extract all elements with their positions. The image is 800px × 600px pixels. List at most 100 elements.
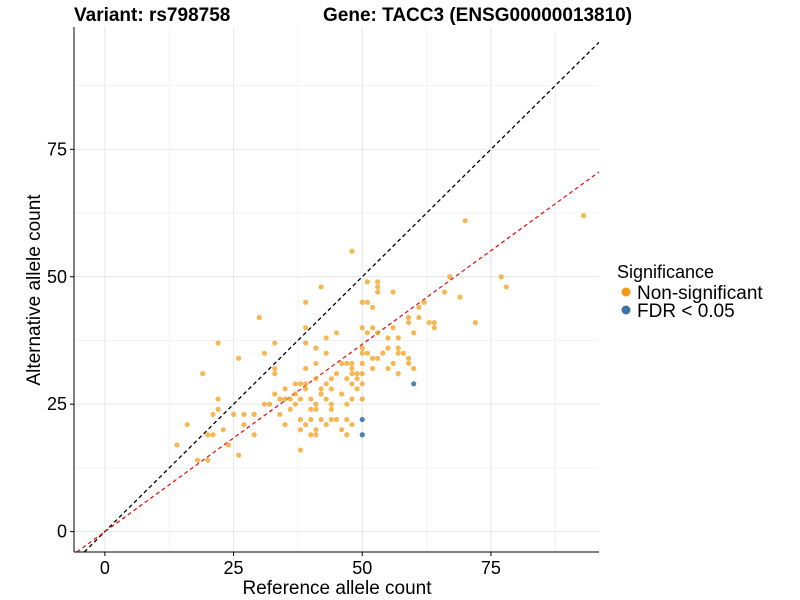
point-non-significant	[416, 304, 422, 310]
point-non-significant	[411, 330, 417, 336]
point-non-significant	[174, 442, 180, 448]
point-non-significant	[230, 411, 237, 417]
y-tick-label: 75	[47, 139, 67, 159]
point-non-significant	[431, 320, 437, 326]
point-non-significant	[215, 406, 221, 412]
point-non-significant	[215, 396, 221, 402]
point-non-significant	[184, 421, 190, 428]
legend-swatch-non-significant	[621, 287, 631, 297]
point-non-significant	[313, 376, 319, 382]
point-non-significant	[277, 396, 283, 402]
point-non-significant	[318, 386, 324, 392]
point-non-significant	[385, 335, 391, 341]
reference-lines	[76, 41, 600, 553]
x-tick-label: 25	[224, 558, 244, 578]
point-non-significant	[416, 314, 422, 321]
point-non-significant	[251, 432, 257, 438]
point-non-significant	[405, 320, 412, 326]
data-points	[174, 212, 587, 463]
x-tick-label: 50	[352, 558, 372, 578]
point-non-significant	[426, 320, 432, 326]
point-non-significant	[375, 289, 381, 295]
point-non-significant	[282, 386, 288, 392]
point-non-significant	[441, 289, 448, 295]
point-non-significant	[375, 355, 381, 361]
point-non-significant	[333, 330, 340, 336]
x-tick-label: 0	[100, 558, 110, 578]
gene-title: Gene: TACC3 (ENSG00000013810)	[323, 5, 632, 26]
point-non-significant	[318, 391, 324, 397]
point-non-significant	[261, 401, 268, 407]
point-non-significant	[375, 279, 381, 285]
point-non-significant	[303, 325, 309, 331]
point-non-significant	[308, 416, 314, 423]
point-non-significant	[308, 396, 314, 402]
point-non-significant	[318, 284, 324, 290]
point-non-significant	[297, 396, 304, 402]
point-non-significant	[359, 371, 365, 377]
point-non-significant	[194, 457, 201, 463]
point-non-significant	[287, 396, 293, 402]
point-fdr-significant	[359, 432, 365, 438]
point-non-significant	[375, 330, 381, 336]
point-non-significant	[349, 381, 355, 387]
point-non-significant	[349, 248, 355, 254]
point-non-significant	[292, 401, 298, 407]
point-non-significant	[210, 411, 216, 417]
point-non-significant	[431, 325, 437, 331]
y-axis-title: Alternative allele count	[24, 194, 45, 386]
point-non-significant	[303, 340, 309, 346]
point-non-significant	[339, 391, 345, 397]
point-non-significant	[580, 212, 587, 219]
point-non-significant	[411, 365, 417, 372]
tick-labels: 0 25 50 75 0 25 50 75	[47, 139, 501, 578]
point-non-significant	[472, 320, 479, 326]
point-non-significant	[349, 365, 355, 372]
point-non-significant	[457, 294, 463, 300]
point-non-significant	[359, 325, 365, 331]
point-non-significant	[421, 299, 427, 305]
point-non-significant	[236, 452, 242, 458]
point-non-significant	[236, 355, 242, 361]
point-non-significant	[380, 350, 386, 356]
point-non-significant	[323, 350, 329, 356]
point-non-significant	[277, 411, 283, 417]
point-non-significant	[390, 325, 396, 331]
point-non-significant	[205, 432, 211, 438]
point-non-significant	[369, 304, 376, 310]
point-non-significant	[349, 421, 355, 428]
point-non-significant	[318, 416, 324, 423]
point-non-significant	[447, 274, 453, 280]
point-non-significant	[498, 274, 504, 280]
point-non-significant	[292, 391, 298, 397]
y-tick-label: 0	[57, 522, 67, 542]
point-non-significant	[354, 386, 360, 392]
point-non-significant	[297, 427, 304, 433]
y-tick-label: 25	[47, 394, 67, 414]
point-non-significant	[272, 391, 278, 397]
point-non-significant	[405, 355, 412, 361]
point-non-significant	[344, 360, 350, 367]
point-non-significant	[339, 427, 345, 433]
point-non-significant	[359, 381, 365, 387]
point-non-significant	[215, 340, 221, 346]
legend-label-non-significant: Non-significant	[637, 283, 763, 304]
legend-label-fdr: FDR < 0.05	[637, 301, 735, 322]
point-non-significant	[323, 381, 329, 387]
point-non-significant	[323, 335, 329, 341]
point-non-significant	[261, 350, 268, 356]
point-non-significant	[297, 447, 304, 453]
point-non-significant	[297, 381, 304, 387]
point-non-significant	[344, 401, 350, 407]
point-non-significant	[359, 299, 365, 305]
variant-title: Variant: rs798758	[74, 5, 230, 26]
fit-line	[76, 171, 600, 553]
point-non-significant	[282, 421, 288, 428]
point-non-significant	[328, 386, 334, 392]
point-non-significant	[359, 345, 365, 351]
x-tick-label: 75	[481, 558, 501, 578]
point-non-significant	[313, 427, 319, 433]
axes	[73, 27, 599, 553]
point-non-significant	[462, 218, 468, 224]
